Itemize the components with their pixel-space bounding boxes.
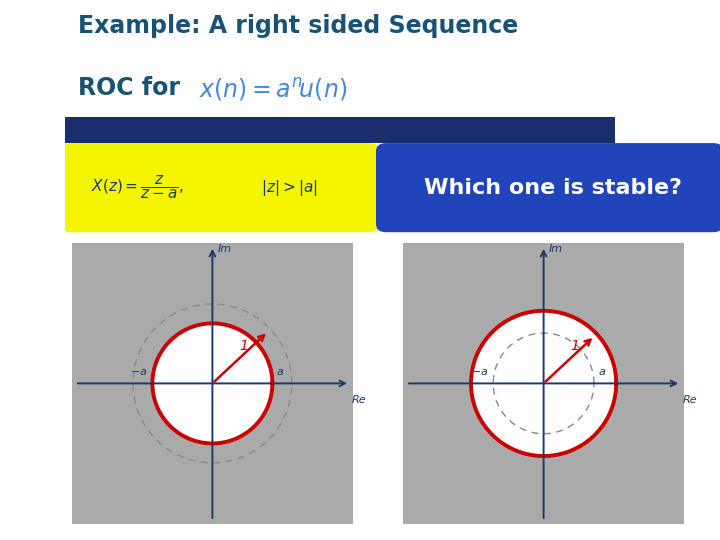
FancyBboxPatch shape — [61, 143, 379, 232]
Text: Which one is stable?: Which one is stable? — [424, 178, 682, 198]
Text: 1: 1 — [571, 339, 580, 353]
Text: $a$: $a$ — [598, 367, 606, 376]
Text: $|z|>|a|$: $|z|>|a|$ — [261, 178, 318, 198]
Text: Re: Re — [352, 395, 366, 405]
Text: $-a$: $-a$ — [471, 367, 488, 376]
Text: Example: A right sided Sequence: Example: A right sided Sequence — [78, 14, 518, 37]
Circle shape — [153, 323, 272, 443]
Text: $a$: $a$ — [276, 367, 284, 376]
Text: Re: Re — [683, 395, 698, 405]
Circle shape — [471, 311, 616, 456]
Bar — [65, 117, 615, 143]
Text: $x(n)=a^n\!u(n)$: $x(n)=a^n\!u(n)$ — [199, 76, 347, 103]
Text: Im: Im — [217, 244, 231, 254]
Text: $X(z) = \dfrac{z}{z-a},$: $X(z) = \dfrac{z}{z-a},$ — [91, 174, 184, 201]
Text: 1: 1 — [240, 339, 248, 353]
Text: ROC for: ROC for — [78, 76, 188, 99]
FancyBboxPatch shape — [376, 143, 720, 232]
Text: $-a$: $-a$ — [130, 367, 148, 376]
Text: Im: Im — [549, 244, 562, 254]
